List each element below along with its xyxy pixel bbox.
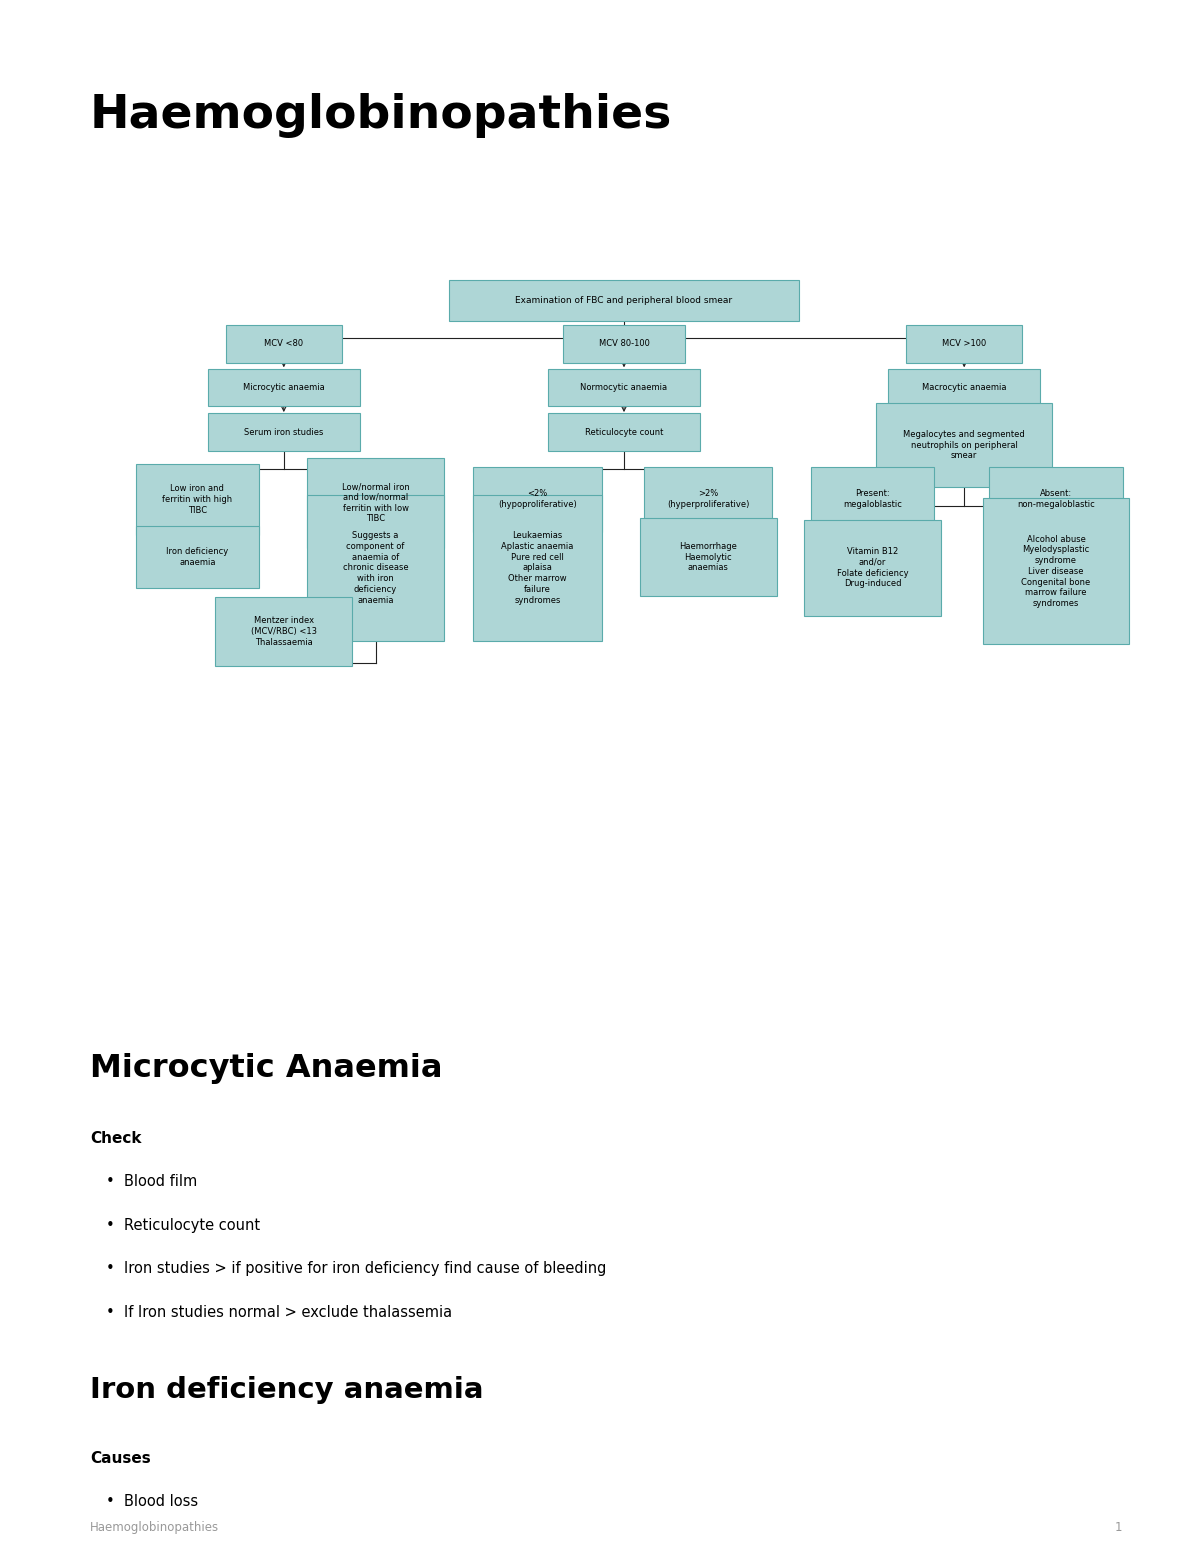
Text: Haemorrhage
Haemolytic
anaemias: Haemorrhage Haemolytic anaemias [679, 542, 737, 572]
Text: Leukaemias
Aplastic anaemia
Pure red cell
aplaisa
Other marrow
failure
syndromes: Leukaemias Aplastic anaemia Pure red cel… [502, 531, 574, 604]
Text: •  Reticulocyte count: • Reticulocyte count [106, 1218, 259, 1233]
FancyBboxPatch shape [307, 495, 444, 641]
Text: Low/normal iron
and low/normal
ferritin with low
TIBC: Low/normal iron and low/normal ferritin … [342, 483, 409, 523]
FancyBboxPatch shape [548, 368, 701, 405]
FancyBboxPatch shape [811, 466, 934, 531]
FancyBboxPatch shape [906, 326, 1022, 363]
Text: Haemoglobinopathies: Haemoglobinopathies [90, 1522, 220, 1534]
FancyBboxPatch shape [473, 495, 601, 641]
Text: Mentzer index
(MCV/RBC) <13
Thalassaemia: Mentzer index (MCV/RBC) <13 Thalassaemia [251, 617, 317, 646]
Text: Present:
megaloblastic: Present: megaloblastic [842, 489, 902, 509]
FancyBboxPatch shape [640, 519, 776, 596]
FancyBboxPatch shape [136, 526, 259, 589]
Text: >2%
(hyperproliferative): >2% (hyperproliferative) [667, 489, 750, 509]
Text: •  If Iron studies normal > exclude thalassemia: • If Iron studies normal > exclude thala… [106, 1305, 451, 1320]
FancyBboxPatch shape [888, 368, 1040, 405]
Text: Normocytic anaemia: Normocytic anaemia [581, 384, 667, 391]
Text: Examination of FBC and peripheral blood smear: Examination of FBC and peripheral blood … [516, 297, 732, 304]
Text: Alcohol abuse
Myelodysplastic
syndrome
Liver disease
Congenital bone
marrow fail: Alcohol abuse Myelodysplastic syndrome L… [1021, 534, 1091, 609]
Text: Serum iron studies: Serum iron studies [244, 427, 324, 436]
FancyBboxPatch shape [876, 404, 1052, 488]
FancyBboxPatch shape [226, 326, 342, 363]
Text: Microcytic anaemia: Microcytic anaemia [242, 384, 325, 391]
Text: Iron deficiency
anaemia: Iron deficiency anaemia [167, 547, 228, 567]
Text: Haemoglobinopathies: Haemoglobinopathies [90, 93, 672, 138]
FancyBboxPatch shape [983, 499, 1129, 644]
Text: Iron deficiency anaemia: Iron deficiency anaemia [90, 1376, 484, 1404]
Text: MCV <80: MCV <80 [264, 340, 304, 348]
Text: Vitamin B12
and/or
Folate deficiency
Drug-induced: Vitamin B12 and/or Folate deficiency Dru… [836, 547, 908, 589]
Text: •  Blood loss: • Blood loss [106, 1494, 198, 1510]
FancyBboxPatch shape [989, 466, 1123, 531]
FancyBboxPatch shape [208, 413, 360, 450]
Text: MCV >100: MCV >100 [942, 340, 986, 348]
Text: Megalocytes and segmented
neutrophils on peripheral
smear: Megalocytes and segmented neutrophils on… [904, 430, 1025, 460]
Text: Microcytic Anaemia: Microcytic Anaemia [90, 1053, 443, 1084]
Text: Check: Check [90, 1131, 142, 1146]
Text: Low iron and
ferritin with high
TIBC: Low iron and ferritin with high TIBC [162, 485, 233, 514]
Text: <2%
(hypoproliferative): <2% (hypoproliferative) [498, 489, 577, 509]
Text: Reticulocyte count: Reticulocyte count [584, 427, 664, 436]
Text: Absent:
non-megaloblastic: Absent: non-megaloblastic [1018, 489, 1094, 509]
FancyBboxPatch shape [804, 520, 941, 617]
Text: Causes: Causes [90, 1451, 151, 1466]
FancyBboxPatch shape [216, 598, 353, 666]
FancyBboxPatch shape [208, 368, 360, 405]
Text: 1: 1 [1115, 1522, 1122, 1534]
FancyBboxPatch shape [473, 466, 601, 531]
FancyBboxPatch shape [449, 281, 799, 321]
Text: •  Iron studies > if positive for iron deficiency find cause of bleeding: • Iron studies > if positive for iron de… [106, 1261, 606, 1277]
Text: Macrocytic anaemia: Macrocytic anaemia [922, 384, 1007, 391]
Text: MCV 80-100: MCV 80-100 [599, 340, 649, 348]
Text: •  Blood film: • Blood film [106, 1174, 197, 1190]
Text: Suggests a
component of
anaemia of
chronic disease
with iron
deficiency
anaemia: Suggests a component of anaemia of chron… [343, 531, 408, 604]
FancyBboxPatch shape [307, 458, 444, 548]
FancyBboxPatch shape [136, 463, 259, 534]
FancyBboxPatch shape [563, 326, 685, 363]
FancyBboxPatch shape [644, 466, 773, 531]
FancyBboxPatch shape [548, 413, 701, 450]
